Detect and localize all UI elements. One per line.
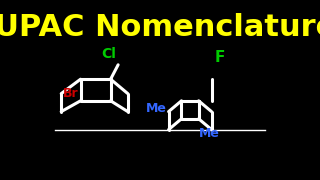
- Text: Br: Br: [63, 87, 79, 100]
- Text: IUPAC Nomenclature: IUPAC Nomenclature: [0, 13, 320, 42]
- Text: F: F: [215, 50, 225, 65]
- Text: Cl: Cl: [101, 47, 116, 61]
- Text: Me: Me: [146, 102, 167, 114]
- Text: Me: Me: [199, 127, 220, 140]
